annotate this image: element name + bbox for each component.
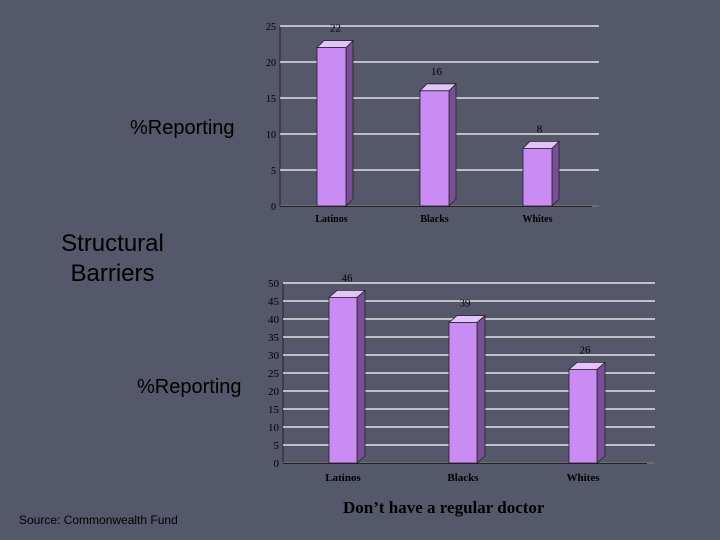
chart2-data-label: 39 xyxy=(460,298,472,310)
chart2-tick-label: 40 xyxy=(268,314,280,326)
chart2-tick-label: 5 xyxy=(274,440,280,452)
slide-title: Structural Barriers xyxy=(61,230,164,287)
chart1-bar xyxy=(419,90,450,207)
chart-caption: Don’t have a regular doctor xyxy=(343,498,545,517)
chart2-bar-side xyxy=(476,314,486,464)
chart1-tick-label: 25 xyxy=(266,22,276,33)
chart2-tick-label: 25 xyxy=(268,368,280,380)
chart2-tick-label: 35 xyxy=(268,332,280,344)
chart1-bar xyxy=(522,147,553,207)
chart1-tick-label: 15 xyxy=(266,94,276,105)
chart2-tick-label: 50 xyxy=(268,278,280,290)
chart2-data-label: 26 xyxy=(580,344,592,356)
chart2-bar-side xyxy=(596,361,606,464)
chart2-tick-label: 30 xyxy=(268,350,280,362)
chart2-category-label: Latinos xyxy=(325,472,361,484)
chart1-tick-label: 10 xyxy=(266,130,276,141)
chart2-tick-label: 45 xyxy=(268,296,280,308)
chart2-y-axis-label: %Reporting xyxy=(137,376,242,398)
chart1-category-label: Whites xyxy=(523,214,553,225)
chart2-category-label: Blacks xyxy=(447,472,479,484)
chart2-tick-label: 20 xyxy=(268,386,280,398)
chart1-data-label: 16 xyxy=(431,66,443,78)
chart1-tick-label: 5 xyxy=(271,166,276,177)
chart1-data-label: 8 xyxy=(537,123,543,135)
chart1-data-label: 22 xyxy=(330,23,341,35)
chart1-y-axis-label: %Reporting xyxy=(130,117,235,139)
chart2-data-label: 46 xyxy=(342,272,354,284)
chart2-tick-label: 0 xyxy=(274,458,280,470)
chart1-bar xyxy=(316,47,347,207)
chart2-bar-side xyxy=(356,289,366,464)
chart2-bar xyxy=(568,368,598,464)
chart2-category-label: Whites xyxy=(567,472,601,484)
chart1-category-label: Latinos xyxy=(315,214,347,225)
chart2-bar xyxy=(448,322,478,464)
chart1-tick-label: 0 xyxy=(271,202,276,213)
chart1-tick-label: 20 xyxy=(266,58,276,69)
chart2-bar xyxy=(328,296,358,464)
chart2-tick-label: 15 xyxy=(268,404,280,416)
chart1-category-label: Blacks xyxy=(420,214,448,225)
source-note: Source: Commonwealth Fund xyxy=(19,513,178,527)
chart2-tick-label: 10 xyxy=(268,422,280,434)
